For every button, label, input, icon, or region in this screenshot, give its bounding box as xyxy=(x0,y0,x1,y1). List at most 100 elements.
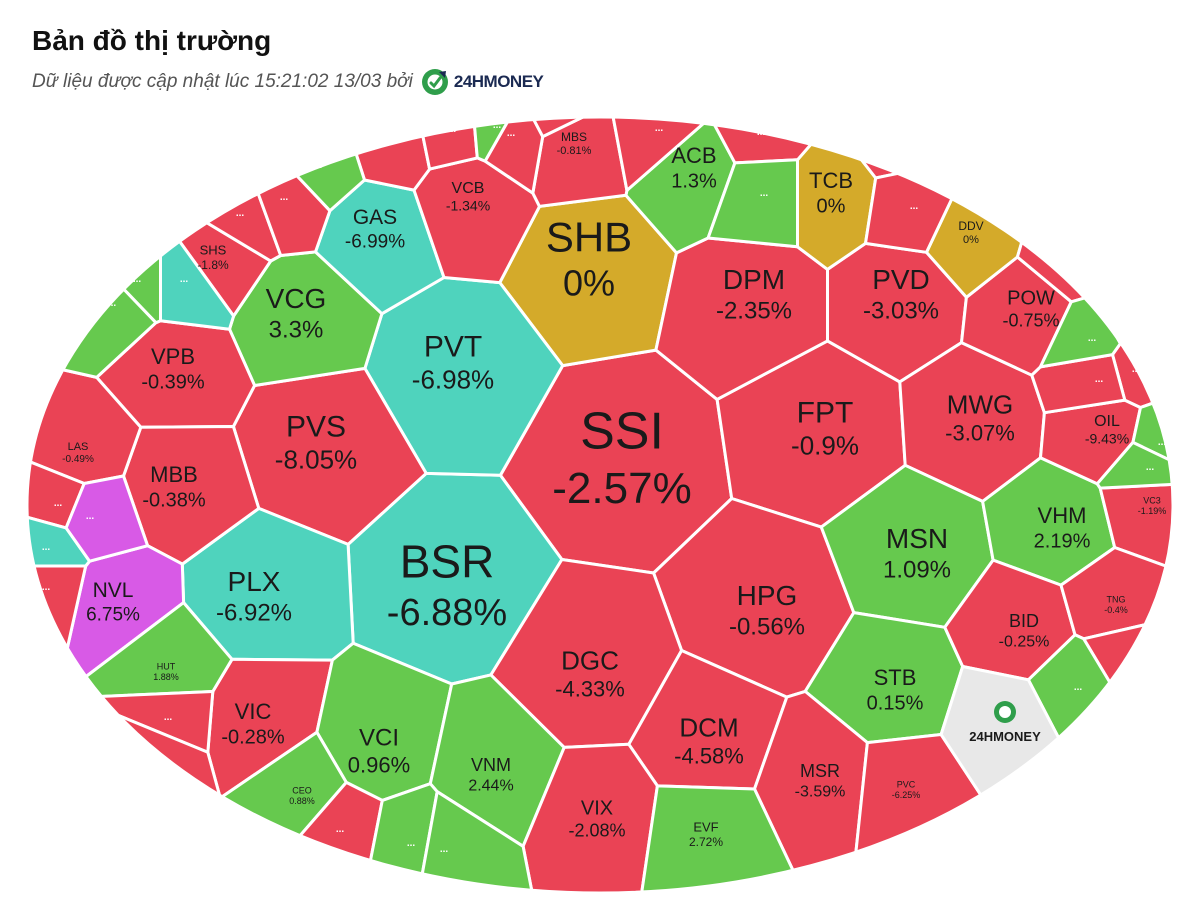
cell-more[interactable] xyxy=(159,112,317,177)
more-label: ... xyxy=(440,844,449,855)
value-plx: -6.92% xyxy=(216,599,292,626)
cell-more[interactable] xyxy=(1015,112,1180,304)
ticker-tng: TNG xyxy=(1107,594,1126,604)
cell-evf[interactable] xyxy=(639,784,808,898)
ticker-dgc: DGC xyxy=(561,645,619,675)
value-msn: 1.09% xyxy=(883,556,951,583)
value-hut: 1.88% xyxy=(153,672,179,682)
map-outline xyxy=(25,115,1175,895)
logo-cell-brand xyxy=(994,701,1016,723)
value-dpm: -2.35% xyxy=(716,297,792,324)
more-label: ... xyxy=(180,274,189,285)
ticker-nvl: NVL xyxy=(93,579,134,602)
cell-more[interactable] xyxy=(64,474,150,563)
ticker-shb: SHB xyxy=(546,213,632,260)
ticker-ceo: CEO xyxy=(292,785,312,795)
ticker-vic: VIC xyxy=(235,699,272,724)
value-vpb: -0.39% xyxy=(141,371,205,393)
value-mbb: -0.38% xyxy=(142,489,206,511)
value-ceo: 0.88% xyxy=(289,796,315,806)
cell-more[interactable] xyxy=(1082,615,1180,801)
value-vnm: 2.44% xyxy=(468,777,513,794)
cell-more[interactable] xyxy=(416,112,479,171)
ticker-vix: VIX xyxy=(581,797,613,819)
more-label: ... xyxy=(553,104,562,115)
more-label: ... xyxy=(42,542,51,553)
map-labels: SSI-2.57%BSR-6.88%SHB0%PVT-6.98%PVS-8.05… xyxy=(42,104,1167,855)
ticker-tcb: TCB xyxy=(809,168,853,193)
value-fpt: -0.9% xyxy=(791,431,859,461)
ticker-shs: SHS xyxy=(200,243,227,258)
ticker-vci: VCI xyxy=(359,725,399,752)
ticker-acb: ACB xyxy=(671,143,716,168)
cell-more[interactable] xyxy=(1026,633,1180,898)
value-shs: -1.8% xyxy=(197,258,229,272)
value-nvl: 6.75% xyxy=(86,604,140,625)
more-label: ... xyxy=(507,128,516,139)
value-pvs: -8.05% xyxy=(275,445,357,475)
cell-more[interactable] xyxy=(20,112,162,325)
value-vic: -0.28% xyxy=(221,726,285,748)
more-label: ... xyxy=(336,824,345,835)
logo-cell-label: 24HMONEY xyxy=(969,729,1041,744)
more-label: ... xyxy=(1146,462,1155,473)
ticker-mbb: MBB xyxy=(150,462,198,487)
value-hpg: -0.56% xyxy=(729,613,805,640)
value-mwg: -3.07% xyxy=(945,420,1015,445)
brand-name: 24HMONEY xyxy=(453,72,544,91)
more-label: ... xyxy=(1126,312,1135,323)
value-pvt: -6.98% xyxy=(412,365,494,395)
ticker-bsr: BSR xyxy=(400,536,495,588)
more-label: ... xyxy=(164,712,173,723)
value-mbs: -0.81% xyxy=(557,145,592,157)
ticker-vnm: VNM xyxy=(471,755,511,775)
more-label: ... xyxy=(1074,682,1083,693)
value-pvc: -6.25% xyxy=(892,790,921,800)
value-vc3: -1.19% xyxy=(1138,506,1167,516)
update-text: Dữ liệu được cập nhật lúc 15:21:02 13/03… xyxy=(32,71,413,92)
more-label: ... xyxy=(910,201,919,212)
ticker-vcb: VCB xyxy=(452,180,485,197)
logo-cell-icon-inner xyxy=(999,706,1011,718)
value-pow: -0.75% xyxy=(1002,310,1059,330)
ticker-hut: HUT xyxy=(157,661,176,671)
value-pvd: -3.03% xyxy=(863,297,939,324)
ticker-evf: EVF xyxy=(693,820,718,835)
more-label: ... xyxy=(150,746,159,757)
value-shb: 0% xyxy=(563,263,615,304)
more-label: ... xyxy=(236,208,245,219)
value-stb: 0.15% xyxy=(867,692,924,714)
cell-more[interactable] xyxy=(416,790,535,898)
value-vci: 0.96% xyxy=(348,752,410,777)
ticker-msn: MSN xyxy=(886,523,948,554)
cell-more[interactable] xyxy=(706,158,799,249)
ticker-pvd: PVD xyxy=(872,264,930,295)
page-title: Bản đồ thị trường xyxy=(32,25,272,56)
value-bid: -0.25% xyxy=(999,633,1050,650)
cell-more[interactable] xyxy=(1095,440,1180,490)
ticker-pvs: PVS xyxy=(286,411,346,444)
ticker-pow: POW xyxy=(1007,287,1055,309)
value-oil: -9.43% xyxy=(1085,430,1129,446)
ticker-mwg: MWG xyxy=(947,389,1013,419)
more-label: ... xyxy=(1095,374,1104,385)
more-label: ... xyxy=(1158,437,1167,448)
more-label: ... xyxy=(314,160,323,171)
value-acb: 1.3% xyxy=(671,170,717,192)
more-label: ... xyxy=(1088,333,1097,344)
value-vhm: 2.19% xyxy=(1034,530,1091,552)
more-label: ... xyxy=(1066,257,1075,268)
ticker-plx: PLX xyxy=(228,566,281,597)
ticker-hpg: HPG xyxy=(737,580,798,611)
more-label: ... xyxy=(493,120,502,131)
cell-more[interactable] xyxy=(73,690,215,754)
cell-more[interactable] xyxy=(1030,353,1127,415)
value-bsr: -6.88% xyxy=(387,592,507,634)
more-label: ... xyxy=(42,582,51,593)
value-gas: -6.99% xyxy=(345,231,405,252)
more-label: ... xyxy=(278,148,287,159)
brand-logo[interactable]: 24HMONEY xyxy=(421,68,544,96)
ticker-oil: OIL xyxy=(1094,413,1120,430)
value-msr: -3.59% xyxy=(795,783,846,800)
